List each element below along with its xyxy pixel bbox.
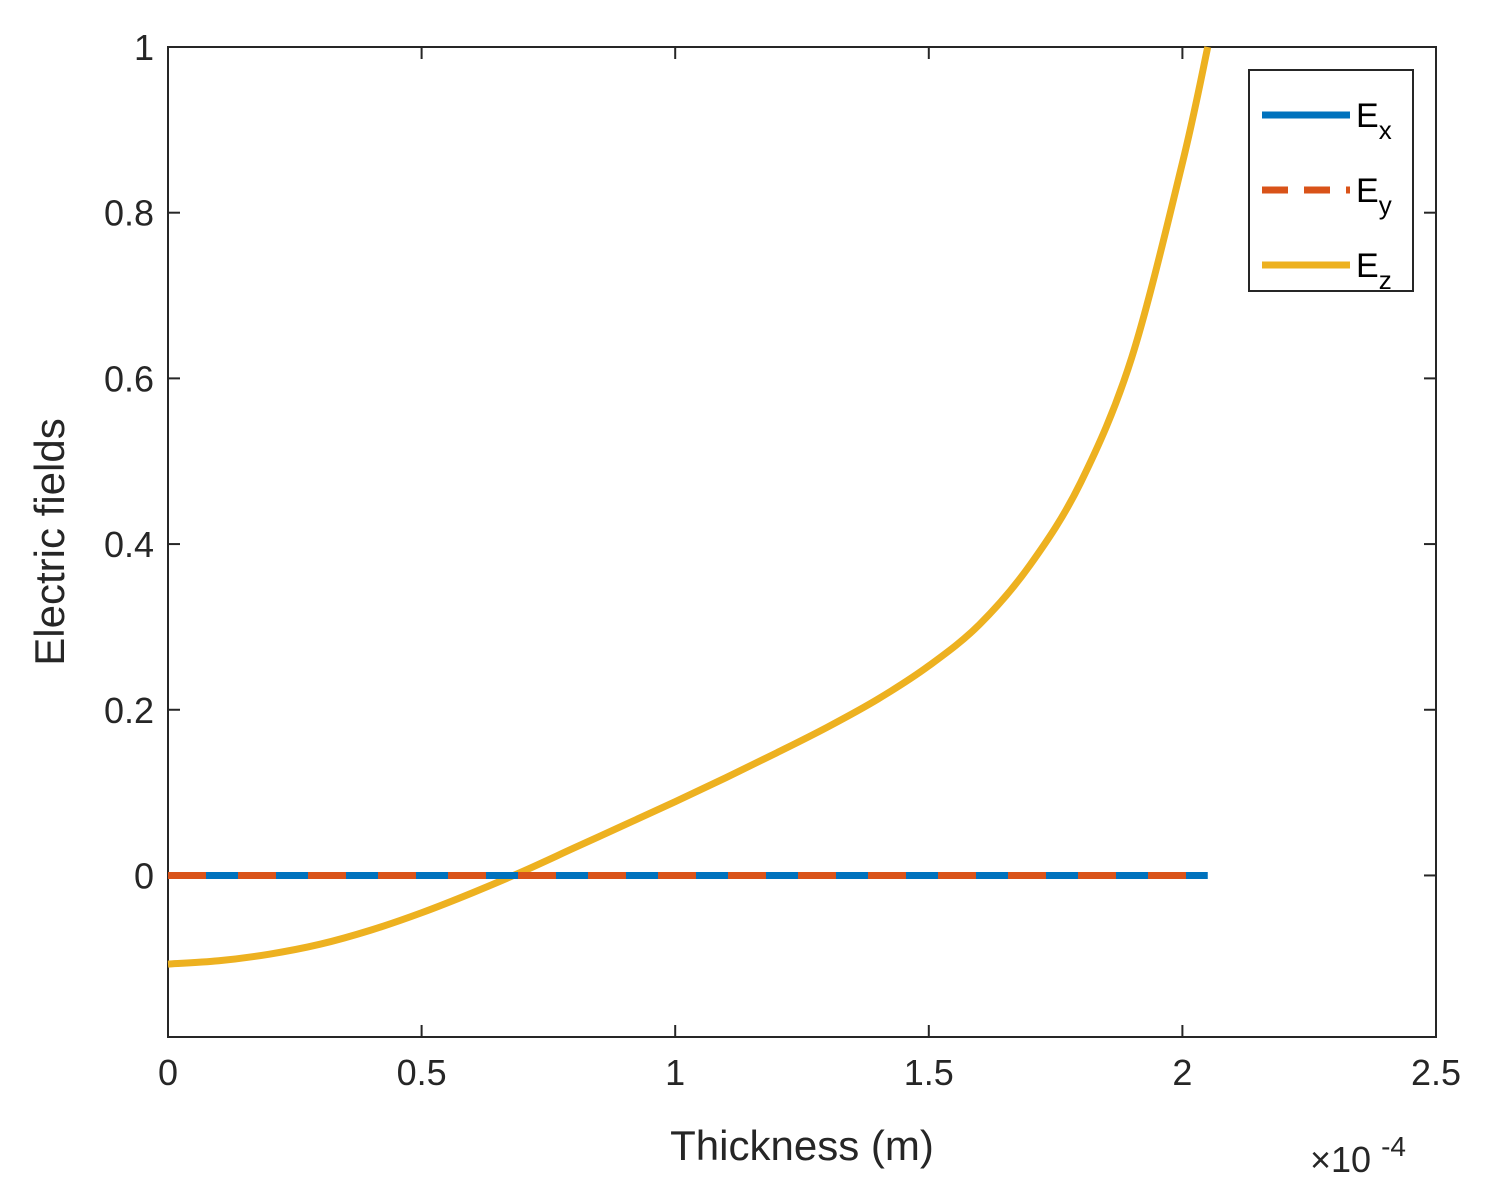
legend-label-subscript: x [1379,115,1392,145]
y-axis-label: Electric fields [26,418,73,665]
x-tick-label: 1 [665,1052,685,1093]
axes-box [167,46,1437,1038]
legend-label-base: E [1356,172,1379,210]
y-tick-label: 0.2 [104,690,154,731]
y-tick-label: 0.6 [104,358,154,399]
legend-box [1248,69,1414,292]
x-axis-label: Thickness (m) [670,1122,934,1169]
ticks: 0 0.5 1 1.5 2 2.5 0 0.2 0.4 0.6 0.8 1 [104,27,1461,1093]
axis-labels: Thickness (m) Electric fields ×10 -4 [26,418,1406,1180]
x-tick-label: 1.5 [904,1052,954,1093]
x-multiplier-exp: -4 [1381,1131,1406,1162]
legend-label-Ez: Ez [1356,247,1392,295]
x-tick-label: 0 [158,1052,178,1093]
legend-label-subscript: z [1379,265,1392,295]
y-tick-label: 0.4 [104,524,154,565]
legend-label-subscript: y [1379,190,1392,220]
legend-label-Ex: Ex [1356,97,1392,145]
plot-area [167,46,1437,1038]
legend-label-base: E [1356,97,1379,135]
series-layer [167,46,1212,968]
x-multiplier: ×10 -4 [1310,1131,1406,1180]
legend-label-Ey: Ey [1356,172,1392,220]
x-multiplier-base: ×10 [1310,1139,1371,1180]
x-tick-label: 2 [1172,1052,1192,1093]
legend-label-base: E [1356,247,1379,285]
series-line-Ez [167,46,1212,968]
y-tick-label: 0.8 [104,193,154,234]
x-tick-label: 0.5 [397,1052,447,1093]
y-tick-label: 1 [134,27,154,68]
x-tick-label: 2.5 [1411,1052,1461,1093]
y-tick-label: 0 [134,855,154,896]
